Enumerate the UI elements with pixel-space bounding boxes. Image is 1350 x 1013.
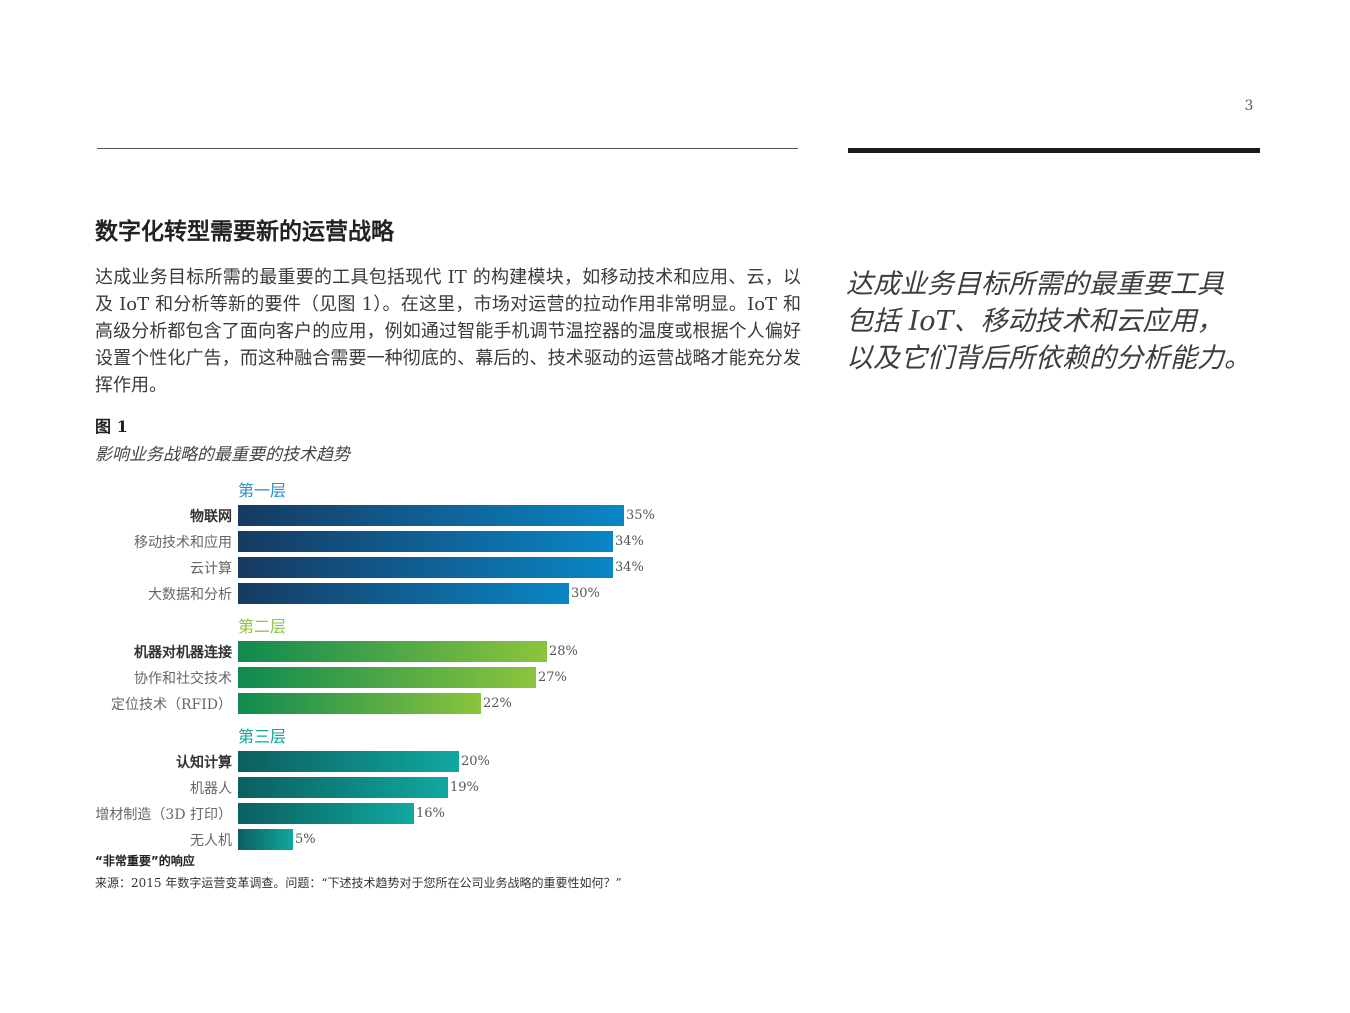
bar: [238, 557, 613, 578]
source-note: 来源：2015 年数字运营变革调查。问题：“下述技术趋势对于您所在公司业务战略的…: [95, 876, 622, 890]
category-label: 机器对机器连接: [134, 645, 232, 661]
sidebar-rule: [848, 148, 1260, 153]
bar: [238, 751, 459, 772]
header-rule: [97, 148, 798, 149]
value-label: 28%: [549, 644, 578, 659]
tier-label: 第一层: [238, 481, 287, 500]
category-label: 云计算: [190, 561, 232, 577]
category-label: 协作和社交技术: [134, 671, 232, 687]
page-number: 3: [1244, 98, 1254, 114]
value-label: 27%: [538, 670, 567, 685]
bar: [238, 583, 569, 604]
bar: [238, 777, 448, 798]
category-label: 无人机: [190, 833, 232, 849]
bar: [238, 803, 414, 824]
figure-subtitle: 影响业务战略的最重要的技术趋势: [95, 445, 350, 465]
category-label: 物联网: [190, 509, 232, 525]
value-label: 35%: [626, 508, 655, 523]
bar: [238, 505, 624, 526]
value-label: 34%: [615, 560, 644, 575]
category-label: 认知计算: [176, 755, 232, 771]
value-label: 22%: [483, 696, 512, 711]
bar: [238, 829, 293, 850]
value-label: 16%: [416, 806, 445, 821]
bar: [238, 667, 536, 688]
value-label: 20%: [461, 754, 490, 769]
body-paragraph: 达成业务目标所需的最重要的工具包括现代 IT 的构建模块，如移动技术和应用、云，…: [95, 267, 801, 396]
bar: [238, 693, 481, 714]
tier-label: 第二层: [238, 617, 287, 636]
value-label: 5%: [295, 832, 316, 847]
category-label: 机器人: [190, 781, 232, 797]
value-label: 34%: [615, 534, 644, 549]
tier-label: 第三层: [238, 727, 287, 746]
category-label: 增材制造（3D 打印）: [95, 807, 232, 823]
category-label: 定位技术（RFID）: [110, 697, 232, 713]
bar: [238, 531, 613, 552]
legend-note: “非常重要”的响应: [95, 854, 195, 868]
category-label: 移动技术和应用: [134, 535, 232, 551]
value-label: 30%: [571, 586, 600, 601]
category-label: 大数据和分析: [148, 587, 232, 603]
pull-quote: 达成业务目标所需的最重要工具 包括 IoT、移动技术和云应用， 以及它们背后所依…: [846, 269, 1251, 374]
value-label: 19%: [450, 780, 479, 795]
figure-label: 图 1: [95, 417, 128, 436]
bar: [238, 641, 547, 662]
section-title: 数字化转型需要新的运营战略: [95, 219, 394, 245]
